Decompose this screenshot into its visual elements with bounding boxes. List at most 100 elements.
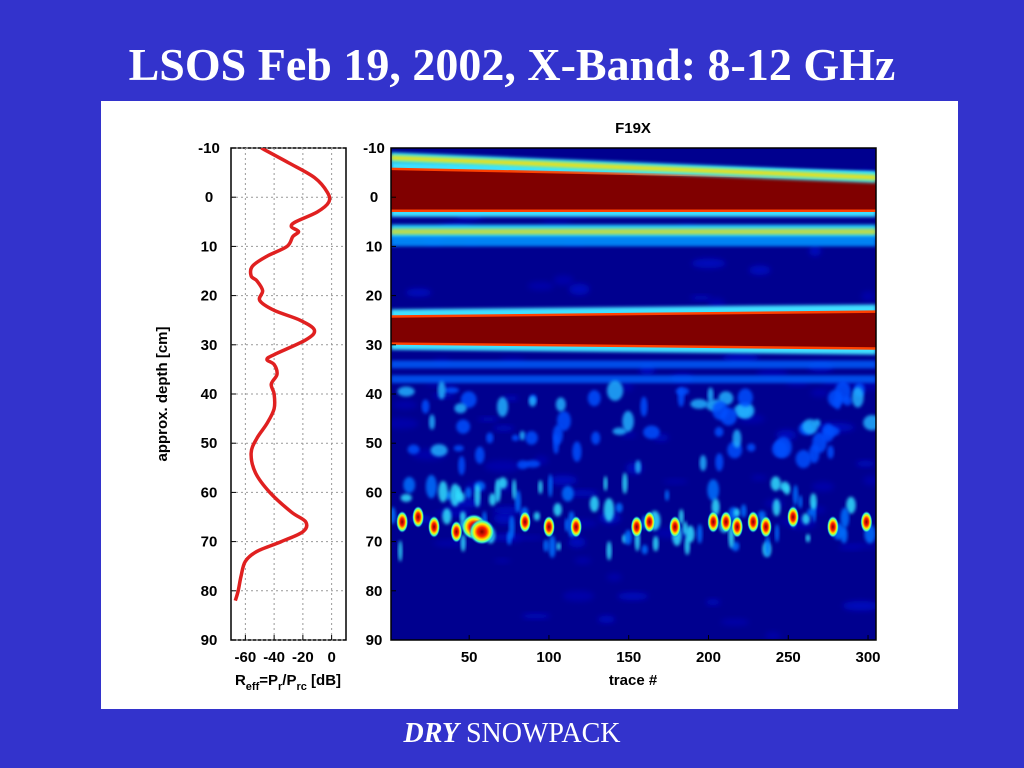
heatmap-texture-blob xyxy=(574,557,592,565)
scatter-blob xyxy=(533,511,541,521)
scatter-blob xyxy=(682,521,688,535)
heatmap-texture-blob xyxy=(811,481,834,492)
heatmap-texture-blob xyxy=(748,265,771,276)
heatmap-texture-blob xyxy=(553,275,574,286)
caption-emphasis: DRY xyxy=(403,718,459,749)
scatter-blob xyxy=(634,460,642,474)
scatter-blob xyxy=(603,498,615,522)
scatter-blob xyxy=(486,432,494,444)
heatmap-texture-blob xyxy=(568,283,590,295)
scatter-blob xyxy=(430,444,448,457)
scatter-blob xyxy=(458,456,466,476)
scatter-blob xyxy=(712,401,729,421)
scatter-blob xyxy=(397,386,415,397)
hotspot xyxy=(826,515,839,538)
radar-echogram-heatmap: F19X -10 0 10 20 30 40 50 60 70 80 90 50 100 150 200 2… xyxy=(363,120,880,689)
profile-grid xyxy=(231,147,346,641)
scatter-blob xyxy=(746,443,756,452)
profile-y-axis-label: approx. depth [cm] xyxy=(154,326,171,461)
hotspot xyxy=(860,510,873,533)
scatter-blob xyxy=(488,493,497,506)
scatter-blob xyxy=(553,503,562,517)
hotspot xyxy=(759,515,772,538)
scatter-blob xyxy=(615,502,623,513)
scatter-blob xyxy=(556,410,571,431)
heatmap-x-tick-label: 150 xyxy=(616,649,641,666)
heatmap-x-tick-label: 250 xyxy=(776,649,801,666)
high-layer-core xyxy=(391,228,876,235)
scatter-blob xyxy=(572,441,582,462)
heatmap-texture-blob xyxy=(705,599,721,606)
scatter-blob xyxy=(846,496,856,514)
profile-x-tick-label: 0 xyxy=(327,649,335,666)
heatmap-texture-blob xyxy=(597,615,616,623)
profile-series-line xyxy=(233,148,332,602)
heatmap-title: F19X xyxy=(615,120,651,137)
heatmap-x-axis-label: trace # xyxy=(609,672,658,689)
scatter-blob xyxy=(733,403,752,418)
scatter-blob xyxy=(606,380,624,401)
scatter-blob xyxy=(697,524,703,544)
heatmap-y-ticks: -10 0 10 20 30 40 50 60 70 80 90 xyxy=(363,140,396,649)
heatmap-x-tick-label: 100 xyxy=(536,649,561,666)
scatter-blob xyxy=(740,504,747,518)
heatmap-texture-blob xyxy=(810,388,830,398)
scatter-blob xyxy=(851,387,864,408)
scatter-blob xyxy=(805,533,811,543)
scatter-blob xyxy=(664,489,670,501)
scatter-blob xyxy=(465,487,472,499)
heatmap-layers xyxy=(391,152,876,384)
scatter-blob xyxy=(555,397,566,412)
profile-x-tick-label: -20 xyxy=(292,649,314,666)
saturated-layer xyxy=(391,170,876,210)
scatter-blob xyxy=(770,476,781,491)
scatter-blob xyxy=(772,498,781,517)
slide-caption: DRY SNOWPACK xyxy=(0,718,1024,750)
scatter-blob xyxy=(714,426,724,437)
scatter-blob xyxy=(823,426,840,437)
hotspot xyxy=(428,515,441,538)
scatter-blob xyxy=(438,480,448,503)
hotspot xyxy=(720,510,733,533)
hotspot xyxy=(630,515,643,538)
profile-x-axis-label: Reff=Pr/Prc [dB] xyxy=(235,672,341,693)
heatmap-texture-blob xyxy=(840,542,876,549)
profile-y-tick-label: 80 xyxy=(201,583,218,600)
scatter-blob xyxy=(624,529,632,545)
scatter-blob xyxy=(525,430,538,445)
profile-x-ticks: -60 -40 -20 0 xyxy=(235,635,336,666)
heatmap-texture-blob xyxy=(493,512,515,525)
scatter-blob xyxy=(808,444,820,464)
heatmap-texture-blob xyxy=(527,281,555,291)
scatter-blob xyxy=(732,429,742,448)
scatter-blob xyxy=(737,388,753,407)
profile-x-tick-label: -60 xyxy=(235,649,257,666)
scatter-blob xyxy=(715,453,724,472)
heatmap-texture-blob xyxy=(484,460,521,472)
profile-plot-area xyxy=(230,147,347,641)
scatter-blob xyxy=(809,493,817,510)
heatmap-texture-blob xyxy=(568,537,586,548)
scatter-blob xyxy=(795,449,812,469)
scatter-blob xyxy=(622,472,628,494)
heatmap-texture-blob xyxy=(808,245,822,257)
heatmap-y-tick-label: -10 xyxy=(363,140,385,157)
scatter-blob xyxy=(564,518,570,532)
scatter-blob xyxy=(827,389,843,407)
scatter-blob xyxy=(498,477,508,489)
scatter-blob xyxy=(801,513,811,525)
heatmap-texture-blob xyxy=(720,618,750,626)
heatmap-y-tick-label: 10 xyxy=(366,238,383,255)
scatter-blob xyxy=(460,391,477,408)
scatter-blob xyxy=(774,436,792,458)
scatter-blob xyxy=(456,419,471,434)
heatmap-y-tick-label: 90 xyxy=(366,632,383,649)
hotspot xyxy=(668,515,681,538)
scatter-blob xyxy=(475,446,485,464)
heatmap-texture-blob xyxy=(540,218,572,225)
hotspot xyxy=(542,515,555,538)
weak-layer xyxy=(391,375,876,384)
heatmap-texture-blob xyxy=(548,475,578,486)
scatter-blob xyxy=(707,387,714,403)
hotspot xyxy=(412,506,425,528)
